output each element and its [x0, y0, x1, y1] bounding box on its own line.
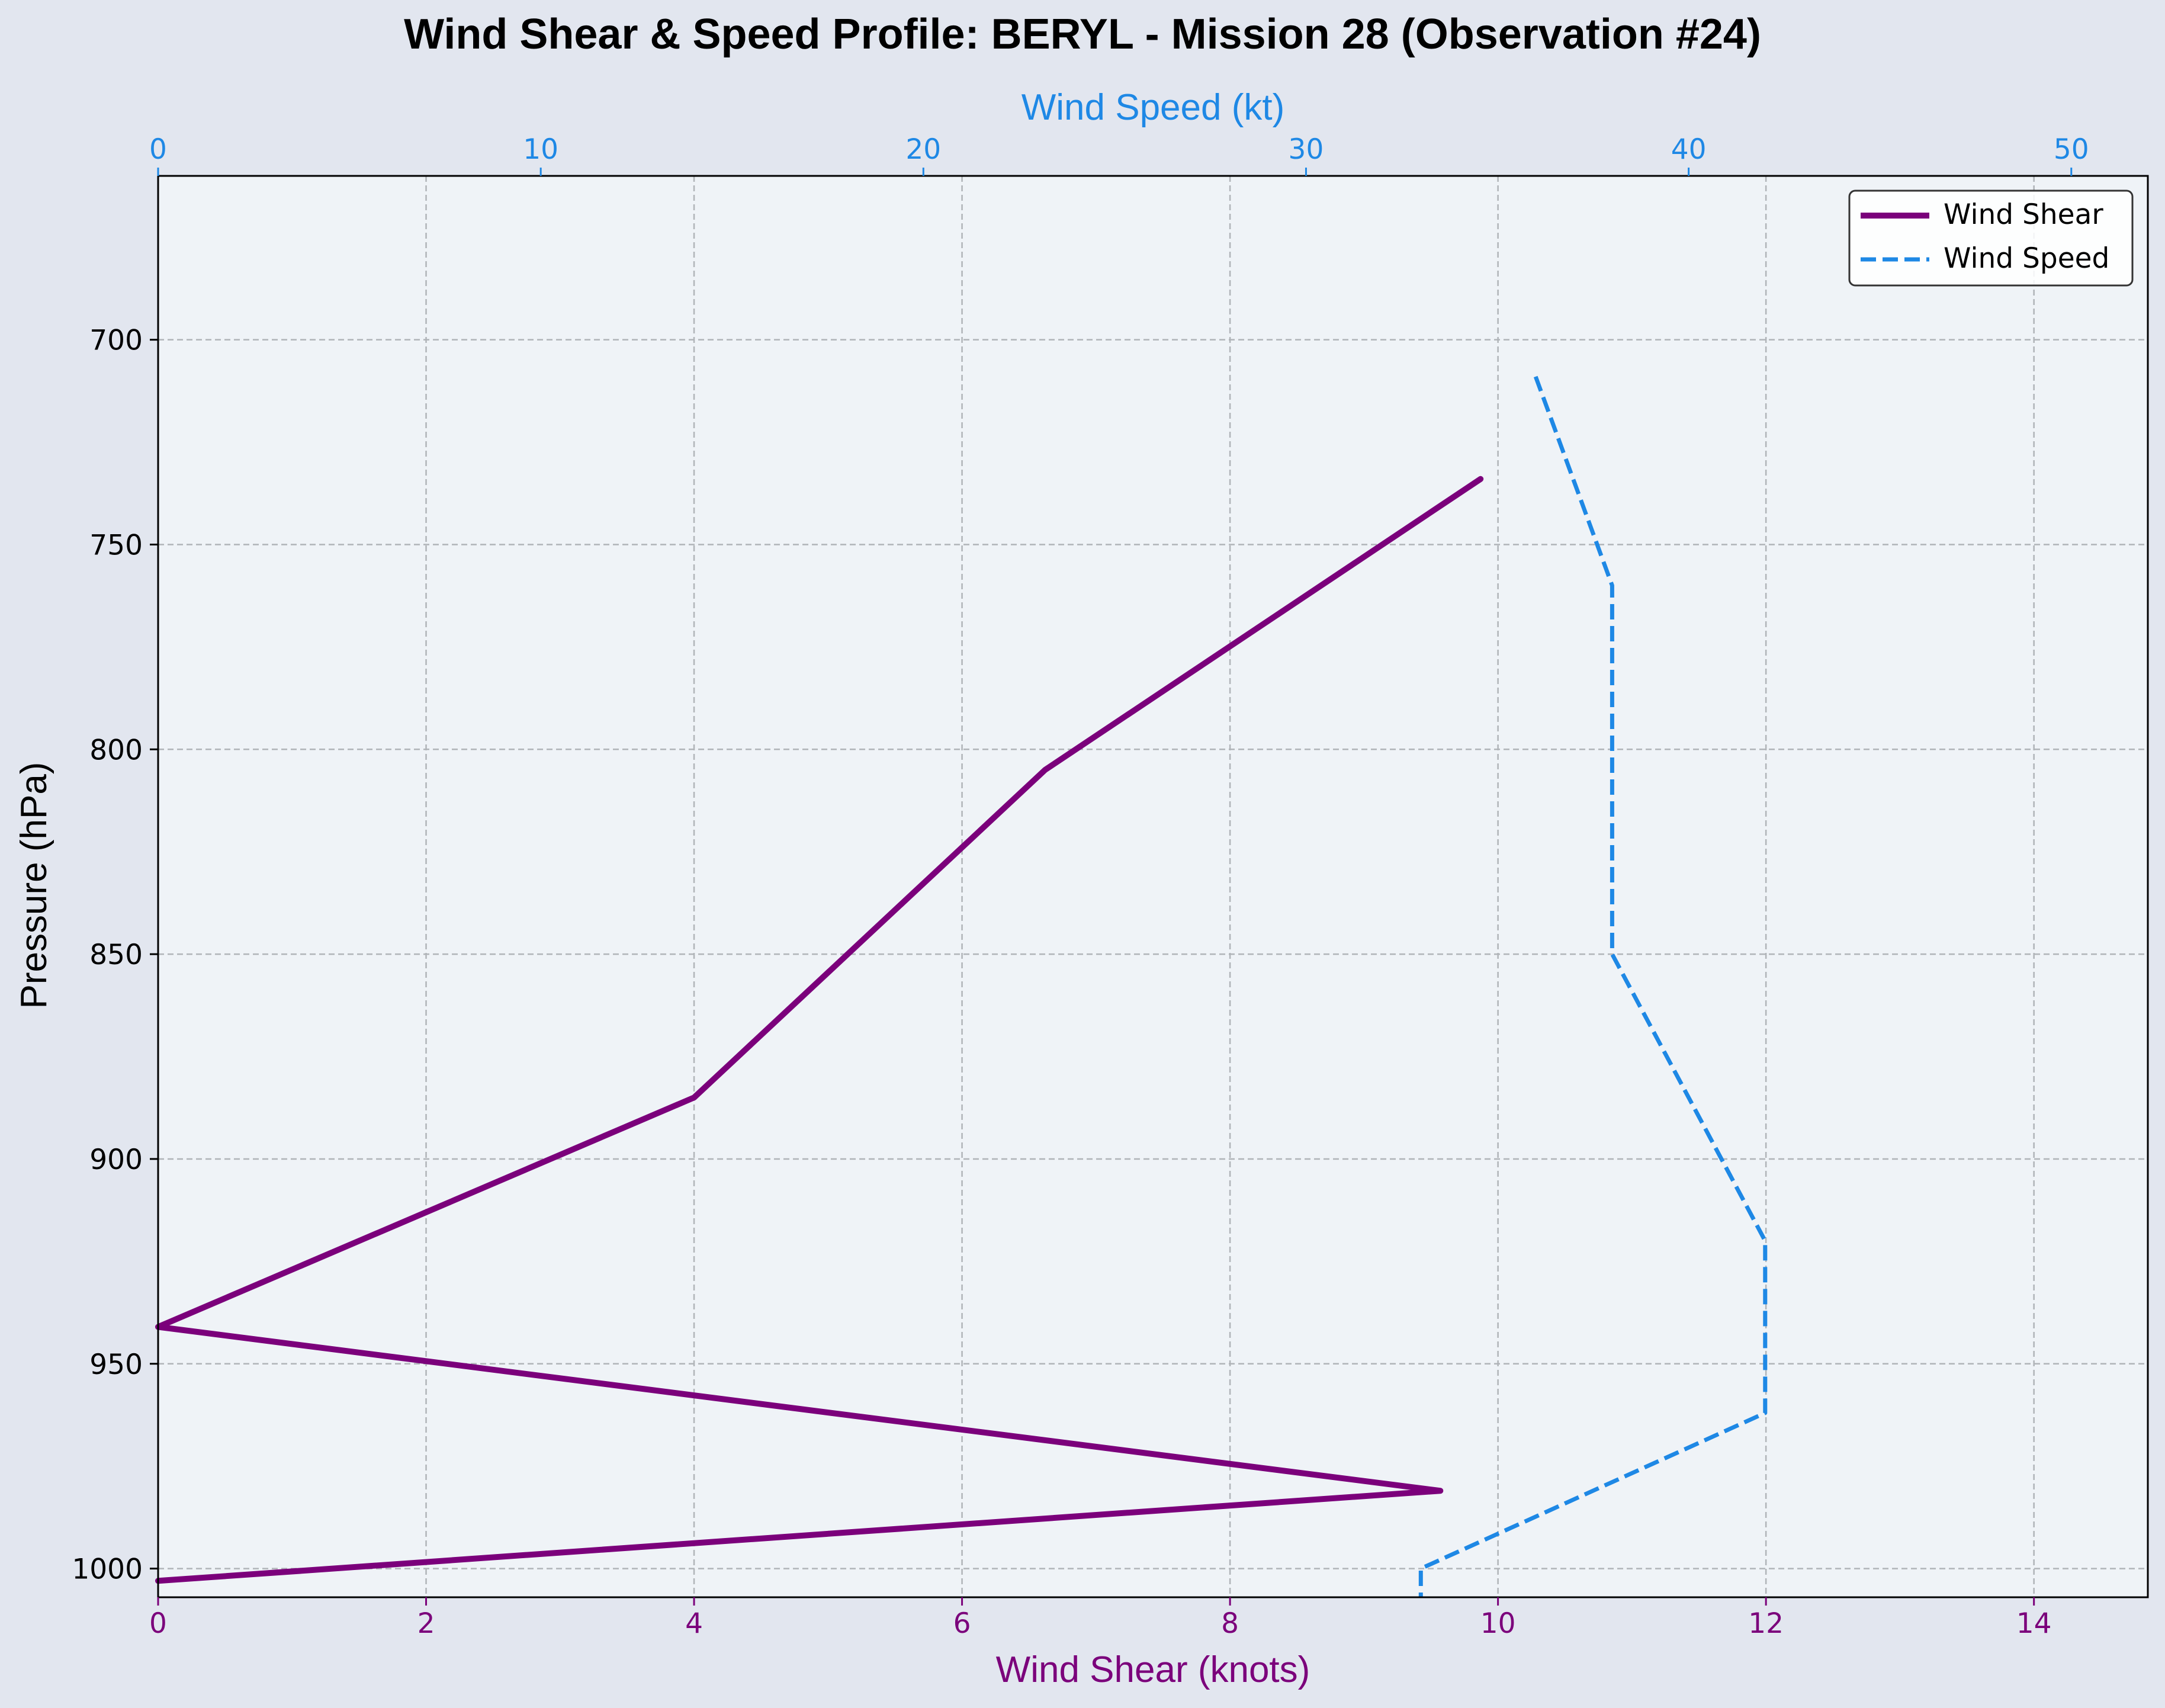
- bottom-tick-label: 6: [953, 1607, 971, 1640]
- top-tick-label: 0: [149, 133, 167, 166]
- y-tick-label: 850: [89, 939, 143, 971]
- legend-label-wind-speed: Wind Speed: [1944, 242, 2109, 275]
- bottom-tick-label: 8: [1221, 1607, 1239, 1640]
- series-line-wind-shear: [155, 476, 1484, 1584]
- y-tick-label: 1000: [72, 1553, 143, 1586]
- top-tick-label: 20: [905, 133, 941, 166]
- y-axis-label: Pressure (hPa): [14, 762, 54, 1009]
- y-tick-label: 800: [89, 734, 143, 766]
- bottom-tick-label: 10: [1480, 1607, 1516, 1640]
- bottom-tick-label: 0: [149, 1607, 167, 1640]
- top-axis-label: Wind Speed (kt): [1022, 87, 1285, 128]
- plot-frame: [157, 175, 2149, 1598]
- series-line-wind-speed: [1418, 375, 1768, 1597]
- top-tick-label: 50: [2054, 133, 2089, 166]
- bottom-tick-label: 2: [417, 1607, 435, 1640]
- bottom-tick-label: 14: [2016, 1607, 2052, 1640]
- series-layer: [155, 375, 1768, 1597]
- chart-title: Wind Shear & Speed Profile: BERYL - Miss…: [404, 11, 1761, 58]
- bottom-tick-label: 12: [1748, 1607, 1784, 1640]
- y-tick-label: 750: [89, 529, 143, 561]
- top-tick-label: 10: [523, 133, 558, 166]
- plot-area: [158, 176, 2148, 1597]
- bottom-axis-label: Wind Shear (knots): [996, 1649, 1310, 1690]
- y-tick-label: 900: [89, 1144, 143, 1176]
- y-tick-label: 700: [89, 325, 143, 357]
- top-tick-label: 40: [1671, 133, 1707, 166]
- legend-label-wind-shear: Wind Shear: [1944, 198, 2103, 231]
- top-tick-label: 30: [1289, 133, 1324, 166]
- bottom-tick-label: 4: [685, 1607, 703, 1640]
- y-tick-label: 950: [89, 1349, 143, 1381]
- legend: Wind Shear Wind Speed: [1848, 190, 2134, 287]
